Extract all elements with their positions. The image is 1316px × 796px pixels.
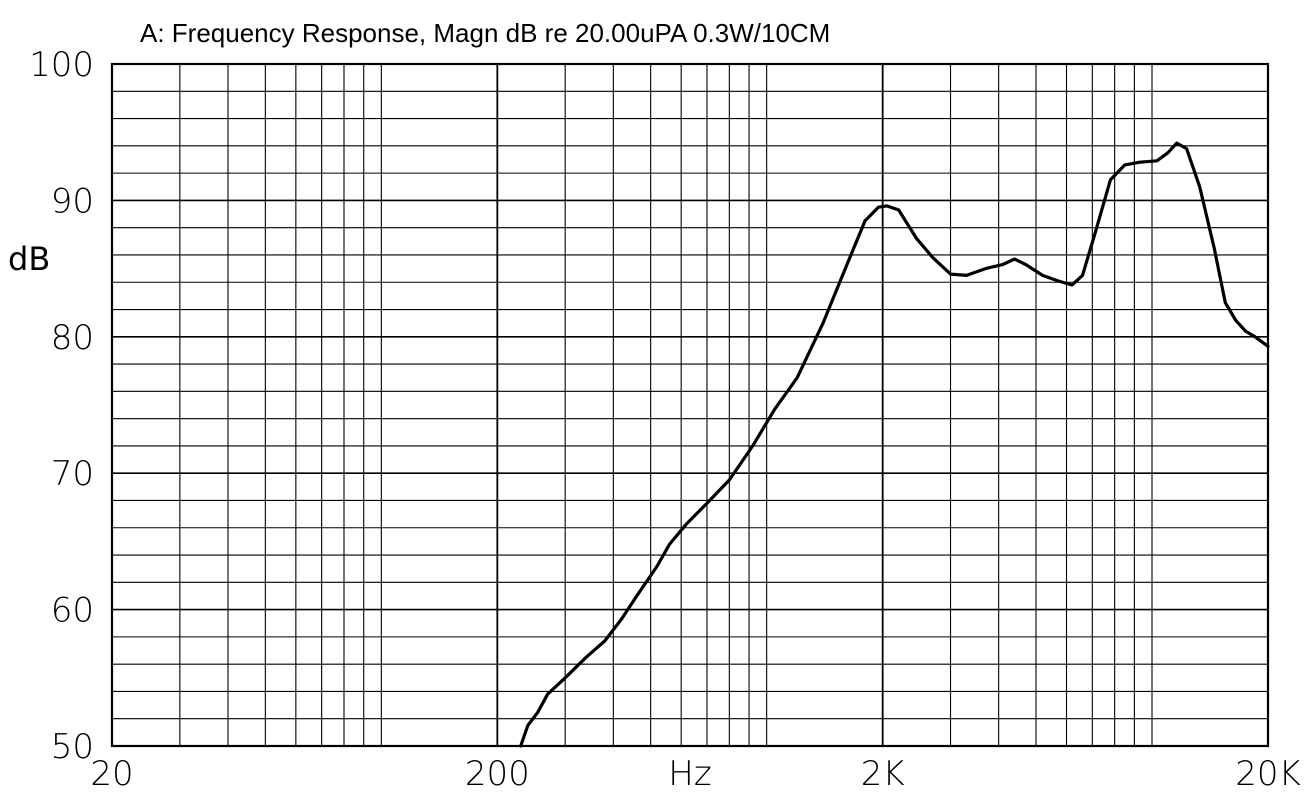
y-tick-label: 70 (51, 454, 94, 494)
grid (112, 64, 1268, 746)
x-axis-label: Hz (668, 754, 711, 794)
plot-frame (110, 62, 1270, 748)
response-curve-layer (519, 141, 1270, 748)
chart-title: A: Frequency Response, Magn dB re 20.00u… (140, 18, 830, 48)
x-tick-label: 20 (90, 754, 133, 794)
x-tick-labels: 20 200 2K 20K (90, 754, 1300, 794)
response-curve (519, 141, 1270, 748)
y-tick-label: 100 (29, 45, 94, 85)
y-tick-label: 80 (51, 318, 94, 358)
y-axis-label: dB (8, 240, 50, 278)
x-tick-label: 200 (465, 754, 530, 794)
y-tick-label: 90 (51, 181, 94, 221)
x-tick-label: 20K (1235, 754, 1301, 794)
plot-border (110, 62, 1270, 748)
y-tick-label: 50 (51, 727, 94, 767)
x-tick-label: 2K (861, 754, 905, 794)
y-tick-labels: 100 90 80 70 60 50 (29, 45, 94, 767)
y-tick-label: 60 (51, 591, 94, 631)
